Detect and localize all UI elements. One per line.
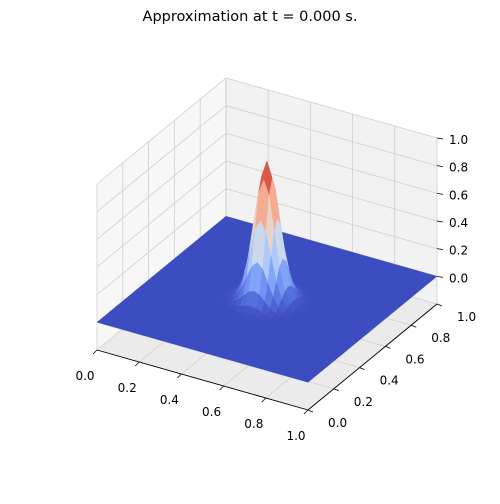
x-tick-mark bbox=[92, 349, 98, 355]
z-tick-label: 0.8 bbox=[449, 161, 468, 175]
z-tick-mark bbox=[436, 220, 444, 223]
z-tick-label: 1.0 bbox=[449, 133, 468, 147]
grid-line-z bbox=[96, 132, 438, 240]
y-tick-label: 0.0 bbox=[328, 416, 347, 430]
grid-line-z bbox=[96, 105, 438, 213]
x-tick-label: 0.2 bbox=[118, 381, 137, 395]
surface bbox=[96, 160, 438, 383]
y-tick-label: 0.4 bbox=[380, 374, 399, 388]
z-tick-mark bbox=[436, 275, 444, 278]
x-tick-label: 0.0 bbox=[75, 369, 94, 383]
grid-line-z bbox=[96, 160, 438, 268]
x-tick-mark bbox=[303, 409, 309, 415]
y-tick-mark bbox=[385, 346, 391, 349]
y-tick-mark bbox=[436, 303, 443, 307]
x-tick-mark bbox=[134, 361, 140, 367]
y-tick-label: 0.2 bbox=[354, 395, 373, 409]
chart-title: Approximation at t = 0.000 s. bbox=[142, 9, 358, 25]
grid-line-z bbox=[96, 77, 438, 185]
y-tick-label: 0.8 bbox=[431, 331, 450, 345]
z-tick-label: 0.4 bbox=[449, 216, 468, 230]
z-tick-label: 0.6 bbox=[449, 188, 468, 202]
y-axis-line bbox=[307, 303, 438, 411]
x-axis-line bbox=[96, 349, 309, 411]
y-tick-mark bbox=[333, 388, 339, 392]
y-tick-mark bbox=[307, 409, 314, 413]
x-tick-label: 0.6 bbox=[202, 405, 221, 419]
z-tick-label: 0.0 bbox=[449, 271, 468, 285]
z-tick-label: 0.2 bbox=[449, 244, 468, 258]
z-tick-mark bbox=[436, 165, 444, 168]
x-tick-mark bbox=[261, 397, 267, 403]
z-tick-mark bbox=[436, 192, 444, 195]
axis-lines bbox=[96, 303, 438, 411]
tick-labels: 0.0 0.2 0.4 0.6 0.8 1.0 0.0 0.2 0.4 0.6 0.8 1.0 0.0 0… bbox=[75, 133, 476, 443]
grid-line-z bbox=[96, 188, 438, 296]
y-tick-mark bbox=[411, 324, 417, 328]
surface-face bbox=[302, 377, 312, 383]
x-tick-label: 0.8 bbox=[244, 417, 263, 431]
y-tick-label: 0.6 bbox=[405, 352, 424, 366]
x-tick-mark bbox=[177, 373, 182, 379]
x-tick-mark bbox=[219, 385, 224, 391]
z-tick-mark bbox=[436, 248, 444, 251]
x-tick-label: 0.4 bbox=[160, 393, 179, 407]
y-tick-label: 1.0 bbox=[457, 310, 476, 324]
x-tick-label: 1.0 bbox=[286, 429, 305, 443]
y-tick-mark bbox=[359, 367, 365, 370]
z-tick-mark bbox=[436, 137, 444, 140]
